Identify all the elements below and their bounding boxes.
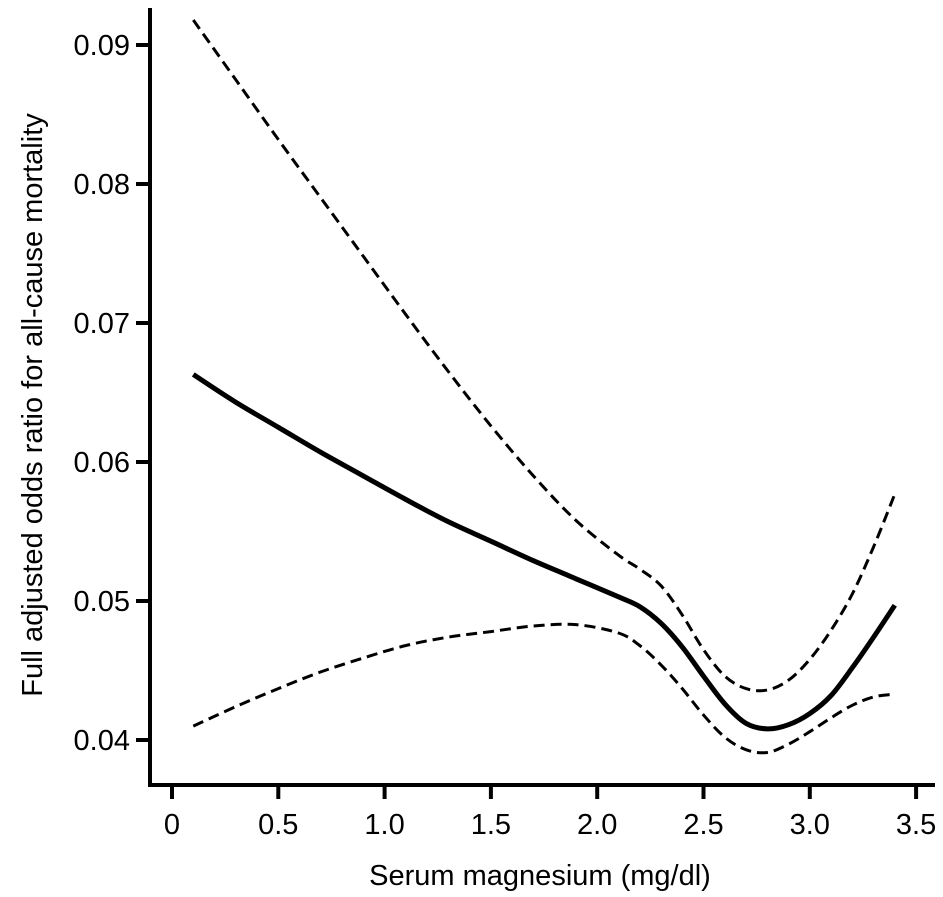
x-axis-title: Serum magnesium (mg/dl) bbox=[369, 860, 711, 892]
y-tick-label: 0.09 bbox=[74, 30, 130, 62]
x-tick-label: 1.5 bbox=[471, 809, 511, 841]
x-tick-label: 2.0 bbox=[577, 809, 617, 841]
y-axis-title: Full adjusted odds ratio for all-cause m… bbox=[17, 113, 49, 697]
y-tick-label: 0.06 bbox=[74, 447, 130, 479]
x-tick-label: 0 bbox=[164, 809, 180, 841]
odds-ratio-line bbox=[191, 372, 897, 732]
y-ticks: 0.04 0.05 0.06 0.07 0.08 0.09 bbox=[74, 30, 150, 757]
y-tick-label: 0.05 bbox=[74, 586, 130, 618]
series-layer bbox=[191, 19, 897, 755]
x-tick-label: 1.0 bbox=[364, 809, 404, 841]
lower-ci-line bbox=[192, 622, 896, 755]
x-tick-label: 3.5 bbox=[896, 809, 936, 841]
x-ticks: 0 0.5 1.0 1.5 2.0 2.5 3.0 3.5 bbox=[164, 785, 936, 841]
x-tick-label: 2.5 bbox=[683, 809, 723, 841]
y-tick-label: 0.04 bbox=[74, 725, 130, 757]
y-tick-label: 0.07 bbox=[74, 308, 130, 340]
y-tick-label: 0.08 bbox=[74, 169, 130, 201]
x-tick-label: 0.5 bbox=[258, 809, 298, 841]
x-tick-label: 3.0 bbox=[790, 809, 830, 841]
upper-ci-line bbox=[192, 19, 897, 693]
